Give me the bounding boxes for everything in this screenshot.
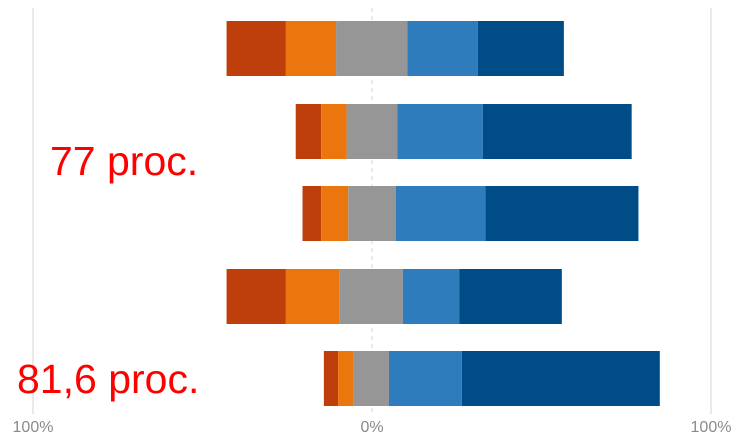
bar-row-5-segment-3 (353, 351, 389, 406)
bar-row-1-segment-4 (407, 21, 478, 76)
bar-row-5-segment-4 (388, 351, 462, 406)
bar-row-5-segment-5 (461, 351, 660, 406)
bar-row-2-segment-2 (321, 104, 347, 159)
annotation-81-6-proc: 81,6 proc. (17, 356, 200, 402)
bar-row-2-segment-5 (482, 104, 632, 159)
x-tick-label-1: 0% (360, 419, 383, 436)
bar-row-1 (226, 21, 564, 76)
bar-row-3-segment-4 (395, 186, 486, 241)
bar-row-1-segment-2 (285, 21, 337, 76)
bar-row-1-segment-3 (336, 21, 408, 76)
bar-row-4-segment-4 (402, 269, 460, 324)
bar-row-1-segment-5 (477, 21, 564, 76)
bar-row-3-segment-5 (485, 186, 639, 241)
bar-row-4-segment-5 (459, 269, 562, 324)
bar-row-4-segment-1 (226, 269, 286, 324)
bar-row-4-segment-2 (285, 269, 340, 324)
x-tick-label-0: 100% (13, 419, 54, 436)
bar-row-2-segment-1 (295, 104, 322, 159)
bar-row-2-segment-4 (397, 104, 483, 159)
bar-row-3-segment-1 (302, 186, 322, 241)
bar-row-1-segment-1 (226, 21, 286, 76)
bar-row-3-segment-2 (321, 186, 349, 241)
bar-row-3-segment-3 (348, 186, 396, 241)
bars (226, 21, 660, 406)
bar-row-5-segment-1 (323, 351, 339, 406)
annotation-77-proc: 77 proc. (50, 138, 199, 184)
bar-row-4 (226, 269, 562, 324)
bar-row-3 (302, 186, 639, 241)
bar-row-2 (295, 104, 632, 159)
bar-row-2-segment-3 (346, 104, 398, 159)
bar-row-5 (323, 351, 660, 406)
x-tick-label-2: 100% (691, 419, 732, 436)
bar-row-4-segment-3 (339, 269, 403, 324)
x-axis-tick-labels: 100% 0% 100% (13, 419, 732, 436)
bar-row-5-segment-2 (338, 351, 354, 406)
